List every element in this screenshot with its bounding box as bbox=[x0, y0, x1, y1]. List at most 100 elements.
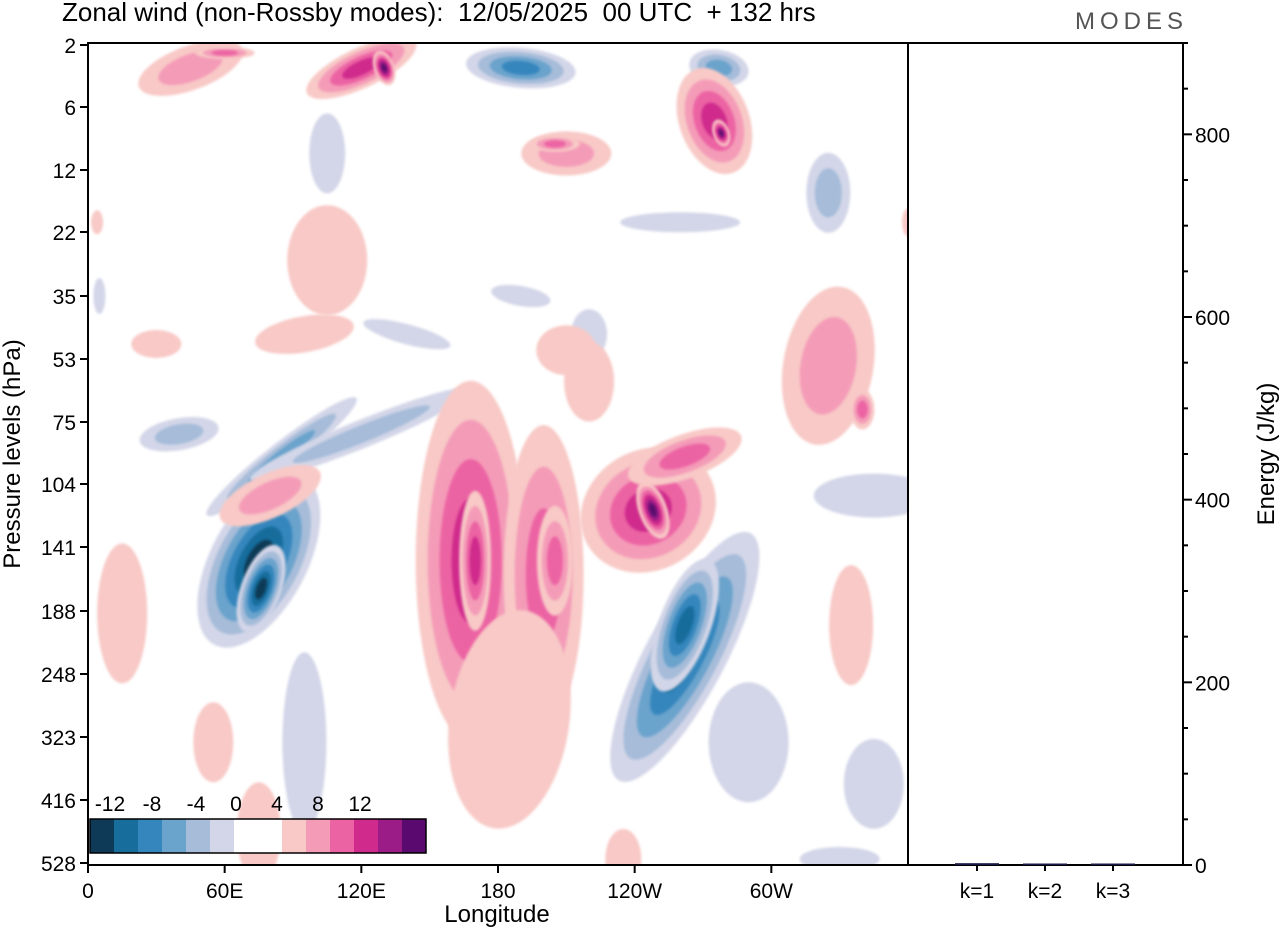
energy-tick-label: 800 bbox=[1195, 124, 1230, 147]
y-tick-label: 416 bbox=[41, 790, 76, 813]
contour-region bbox=[309, 113, 346, 194]
contour-region bbox=[287, 205, 368, 316]
y-tick-label: 22 bbox=[53, 222, 76, 245]
contour-region bbox=[648, 503, 657, 518]
contour-region bbox=[158, 50, 223, 86]
contour-region bbox=[255, 314, 354, 354]
contour-region bbox=[93, 278, 106, 314]
y-tick-label: 528 bbox=[41, 853, 76, 876]
contour-region bbox=[501, 60, 540, 76]
energy-bars: k=1 k=2 k=3 bbox=[955, 863, 1135, 903]
contour-region bbox=[342, 57, 381, 79]
colorbar-swatch bbox=[354, 819, 378, 853]
colorbar-swatch bbox=[402, 819, 426, 853]
energy-tick-label: 200 bbox=[1195, 672, 1230, 695]
energy-category-label: k=3 bbox=[1096, 880, 1130, 903]
contour-region bbox=[154, 423, 204, 445]
energy-category-label: k=1 bbox=[960, 880, 994, 903]
y-tick-label: 141 bbox=[41, 537, 76, 560]
energy-category-label: k=2 bbox=[1028, 880, 1062, 903]
contour-region bbox=[708, 682, 789, 803]
contour-region bbox=[659, 443, 711, 470]
colorbar-swatch bbox=[378, 819, 402, 853]
energy-bar bbox=[955, 863, 999, 865]
colorbar-swatch bbox=[138, 819, 162, 853]
colorbar-swatch bbox=[210, 819, 234, 853]
y-axis: 2 6 12 22 35 53 75 104 141 188 248 323 416 528 bbox=[41, 35, 88, 876]
contour-region bbox=[448, 610, 571, 829]
y-tick-label: 104 bbox=[41, 474, 76, 497]
contour-region bbox=[857, 400, 868, 419]
colorbar-swatch bbox=[186, 819, 210, 853]
y-tick-label: 188 bbox=[41, 601, 76, 624]
contour-region bbox=[491, 284, 551, 308]
contour-region bbox=[381, 63, 387, 73]
contour-region bbox=[620, 212, 741, 233]
energy-axis: 0 200 400 600 800 bbox=[1183, 42, 1230, 878]
brand-logo: MODES bbox=[1074, 8, 1188, 35]
colorbar-swatch bbox=[90, 819, 114, 853]
colorbar-swatch bbox=[330, 819, 354, 853]
colorbar-swatch bbox=[114, 819, 138, 853]
heatmap-field bbox=[91, 43, 908, 865]
colorbar-label: -8 bbox=[143, 793, 162, 816]
x-axis-title: Longitude bbox=[444, 901, 549, 928]
y-tick-label: 2 bbox=[64, 35, 76, 58]
y-tick-label: 6 bbox=[64, 97, 76, 120]
x-tick-label: 180 bbox=[480, 880, 515, 903]
y-tick-label: 35 bbox=[53, 286, 76, 309]
contour-region bbox=[814, 168, 842, 218]
y-tick-label: 323 bbox=[41, 727, 76, 750]
chart-title: Zonal wind (non-Rossby modes): 12/05/202… bbox=[62, 0, 816, 27]
contour-region bbox=[829, 565, 874, 686]
contour-region bbox=[292, 405, 430, 463]
contour-region bbox=[97, 543, 148, 684]
y-tick-label: 53 bbox=[53, 349, 76, 372]
contour-region bbox=[131, 330, 182, 358]
energy-bar bbox=[1091, 863, 1135, 865]
energy-tick-label: 600 bbox=[1195, 307, 1230, 330]
contour-region bbox=[902, 208, 908, 237]
colorbar-swatch bbox=[234, 819, 282, 853]
colorbar-label: -12 bbox=[95, 793, 125, 816]
contour-region bbox=[605, 829, 642, 865]
contour-region bbox=[799, 847, 880, 865]
contour-region bbox=[719, 129, 724, 137]
y-axis-title: Pressure levels (hPa) bbox=[0, 339, 26, 568]
contour-region bbox=[546, 536, 563, 586]
colorbar-frame bbox=[89, 818, 427, 854]
contour-region bbox=[211, 50, 238, 56]
x-tick-label: 120W bbox=[607, 880, 662, 903]
contour-region bbox=[799, 317, 857, 415]
contour-region bbox=[255, 577, 268, 600]
contour-region bbox=[536, 325, 597, 376]
contour-region bbox=[282, 652, 327, 833]
contour-region bbox=[469, 536, 481, 586]
y-tick-label: 12 bbox=[53, 160, 76, 183]
contour-region bbox=[239, 476, 302, 515]
contour-region bbox=[91, 210, 104, 235]
colorbar-label: -4 bbox=[187, 793, 206, 816]
x-axis: 0 60E 120E 180 120W 60W bbox=[82, 865, 793, 903]
colorbar-label: 4 bbox=[271, 793, 283, 816]
y-tick-label: 75 bbox=[53, 412, 76, 435]
y-tick-label: 248 bbox=[41, 664, 76, 687]
contour-region bbox=[813, 473, 908, 518]
contour-region bbox=[543, 140, 567, 148]
colorbar: -12 -8 -4 0 4 8 12 bbox=[89, 793, 427, 854]
colorbar-label: 12 bbox=[348, 793, 371, 816]
energy-axis-title: Energy (J/kg) bbox=[1253, 383, 1280, 526]
x-tick-label: 60W bbox=[750, 880, 793, 903]
colorbar-swatch bbox=[282, 819, 306, 853]
x-tick-label: 120E bbox=[337, 880, 386, 903]
colorbar-label: 0 bbox=[230, 793, 242, 816]
contour-region bbox=[193, 702, 234, 783]
energy-tick-label: 400 bbox=[1195, 490, 1230, 513]
x-tick-label: 60E bbox=[206, 880, 243, 903]
energy-bar bbox=[1023, 863, 1067, 865]
contour-region bbox=[843, 738, 904, 829]
energy-tick-label: 0 bbox=[1195, 855, 1207, 878]
contour-region bbox=[363, 319, 451, 350]
colorbar-swatch bbox=[162, 819, 186, 853]
